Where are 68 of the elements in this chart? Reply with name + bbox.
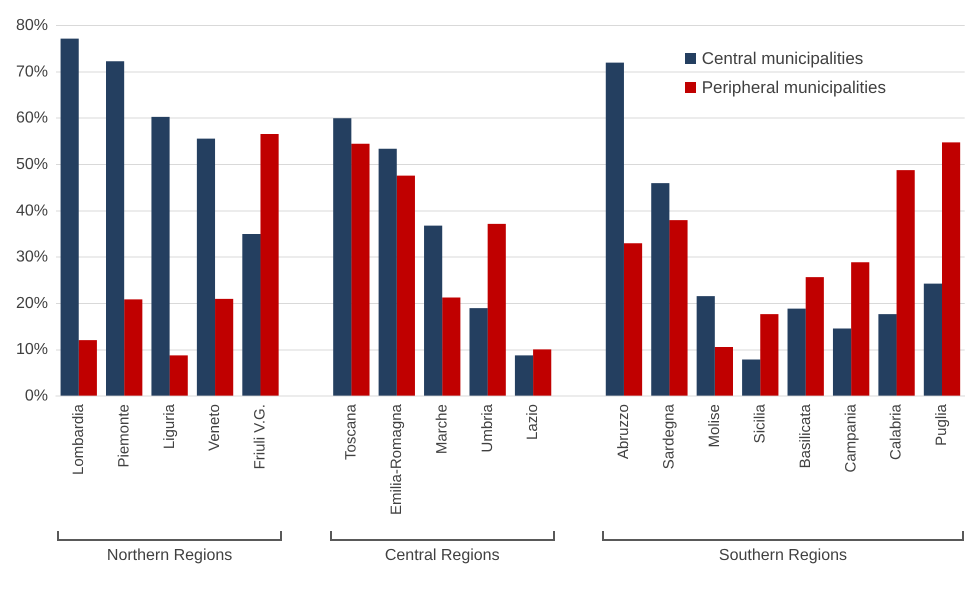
text: Southern Regions <box>718 547 848 565</box>
bar <box>832 328 852 396</box>
bar <box>942 142 960 396</box>
x-tick-label: Umbria <box>478 403 496 452</box>
x-tick-label: Basilicata <box>796 403 814 468</box>
x-tick-label: Calabria <box>888 403 905 460</box>
bar <box>488 224 506 396</box>
bar <box>533 349 552 396</box>
bar <box>714 347 733 396</box>
bar <box>124 299 142 396</box>
x-tick-label: Sicilia <box>751 403 768 444</box>
bar <box>742 360 760 396</box>
bar <box>215 298 234 396</box>
bar <box>60 38 79 396</box>
bar <box>170 355 188 396</box>
x-tick-label: Campania <box>842 403 860 472</box>
y-tick-label: 20% <box>16 294 48 312</box>
x-tick-label: Toscana <box>342 403 360 460</box>
x-tick-label: Veneto <box>206 404 224 451</box>
bar <box>896 170 915 396</box>
bar <box>806 277 824 396</box>
bar <box>788 308 806 396</box>
bar <box>696 296 715 396</box>
text: Central Regions <box>384 547 501 565</box>
x-tick-label: Sardegna <box>660 403 678 470</box>
bar <box>242 234 260 396</box>
bar <box>151 116 170 396</box>
bar <box>760 314 778 396</box>
y-tick-label: 80% <box>16 17 48 34</box>
x-tick-label: Puglia <box>933 403 950 446</box>
x-tick-label: Friuli V.G. <box>252 404 269 470</box>
bar <box>878 314 897 396</box>
bar <box>624 243 642 396</box>
x-tick-label: Liguria <box>160 403 178 450</box>
bar <box>351 144 370 396</box>
x-tick-label: Marche <box>433 404 450 454</box>
bar <box>924 284 942 396</box>
x-tick-label: Emilia-Romagna <box>388 403 405 515</box>
bar <box>651 183 670 396</box>
bar <box>442 297 460 396</box>
x-tick-label: Piemonte <box>115 404 132 468</box>
bar <box>78 340 97 396</box>
legend-label: Central municipalities <box>702 48 864 70</box>
bar <box>260 134 279 396</box>
bar <box>333 118 352 396</box>
x-tick-label: Lombardia <box>70 403 87 476</box>
bar <box>196 138 216 396</box>
bar <box>469 308 488 396</box>
bar <box>851 262 870 396</box>
y-tick-label: 60% <box>16 110 48 127</box>
y-tick-label: 50% <box>16 156 48 173</box>
bar <box>514 355 534 396</box>
bar <box>106 61 124 396</box>
x-tick-label: Molise <box>706 404 723 448</box>
text: Northern Regions <box>106 547 234 565</box>
y-tick-label: 40% <box>16 202 48 220</box>
y-tick-label: 0% <box>24 388 48 405</box>
bar <box>606 62 624 396</box>
x-tick-label: Abruzzo <box>615 404 632 460</box>
y-tick-label: 70% <box>16 63 48 80</box>
bar <box>378 148 397 396</box>
y-tick-label: 30% <box>16 248 48 266</box>
legend-label: Peripheral municipalities <box>702 76 886 99</box>
y-tick-label: 10% <box>16 341 48 358</box>
bar <box>424 226 442 396</box>
bar <box>396 176 415 396</box>
bar <box>669 220 688 396</box>
x-tick-label: Lazio <box>524 404 542 440</box>
